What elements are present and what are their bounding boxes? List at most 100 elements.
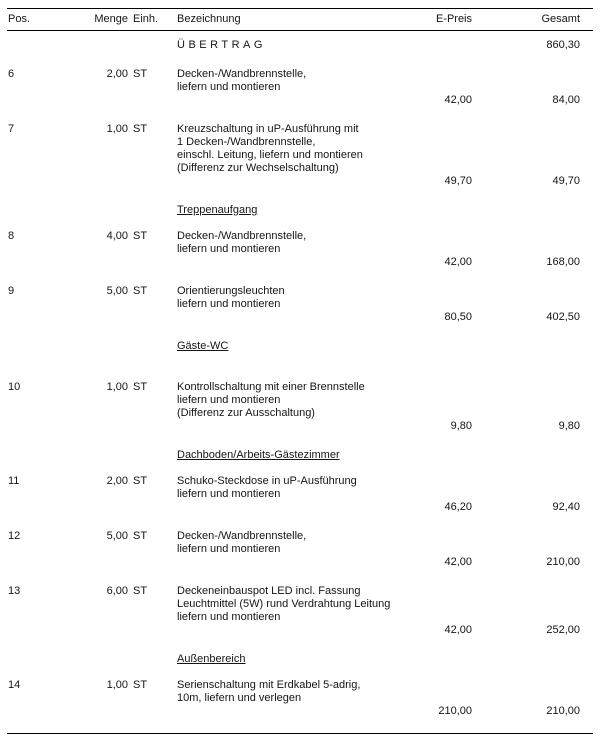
- item-main-line: 10 1,00 ST Kontrollschaltung mit einer Bren…: [0, 381, 602, 420]
- total-price-cell: 92,40: [552, 501, 580, 513]
- item-main-line: 6 2,00 ST Decken-/Wandbrennstelle, liefern u…: [0, 68, 602, 94]
- price-line: 42,00 252,00: [0, 624, 602, 637]
- description-line: Kontrollschaltung mit einer Brennstelle: [177, 381, 365, 393]
- description-line: 10m, liefern und verlegen: [177, 692, 302, 704]
- column-header-menge: Menge: [94, 13, 128, 25]
- description-cell: Schuko-Steckdose in uP-Ausführung liefern…: [177, 475, 580, 501]
- price-line: 42,00 84,00: [0, 94, 602, 107]
- price-line: 210,00 210,00: [0, 705, 602, 718]
- unit-price-cell: 80,50: [444, 311, 472, 323]
- unit-cell: ST: [133, 530, 148, 542]
- table-row: 7 1,00 ST Kreuzschaltung in uP-Ausführung m…: [0, 123, 602, 188]
- qty-cell: 1,00: [106, 679, 128, 691]
- unit-price-cell: 42,00: [444, 256, 472, 268]
- section-heading-row: Außenbereich: [0, 653, 602, 666]
- unit-cell: ST: [133, 475, 148, 487]
- item-main-line: 12 5,00 ST Decken-/Wandbrennstelle, liefern …: [0, 530, 602, 556]
- top-rule: [7, 8, 593, 9]
- section-heading: Gäste-WC: [177, 340, 229, 352]
- description-line: Orientierungsleuchten: [177, 285, 285, 297]
- section-heading: Treppenaufgang: [177, 204, 258, 216]
- unit-price-cell: 42,00: [444, 94, 472, 106]
- qty-cell: 5,00: [106, 530, 128, 542]
- carryover-label: ÜBERTRAG: [177, 39, 266, 51]
- qty-cell: 1,00: [106, 123, 128, 135]
- total-price-cell: 49,70: [552, 175, 580, 187]
- description-line: liefern und montieren: [177, 394, 281, 406]
- unit-price-cell: 42,00: [444, 624, 472, 636]
- pos-cell: 6: [8, 68, 15, 80]
- column-header-einh: Einh.: [133, 13, 159, 25]
- qty-cell: 4,00: [106, 230, 128, 242]
- unit-price-cell: 49,70: [444, 175, 472, 187]
- unit-cell: ST: [133, 230, 148, 242]
- table-row: 8 4,00 ST Decken-/Wandbrennstelle, liefern u…: [0, 230, 602, 269]
- column-header-epreis: E-Preis: [435, 13, 472, 25]
- description-cell: Kontrollschaltung mit einer Brennstelle l…: [177, 381, 580, 420]
- qty-cell: 2,00: [106, 68, 128, 80]
- description-cell: Decken-/Wandbrennstelle, liefern und mont…: [177, 230, 580, 256]
- pos-cell: 12: [8, 530, 21, 542]
- pos-cell: 14: [8, 679, 21, 691]
- total-price-cell: 252,00: [546, 624, 580, 636]
- description-cell: Kreuzschaltung in uP-Ausführung mit 1 Dec…: [177, 123, 580, 175]
- pos-cell: 8: [8, 230, 15, 242]
- description-line: Schuko-Steckdose in uP-Ausführung: [177, 475, 357, 487]
- carryover-row: ÜBERTRAG 860,30: [0, 39, 602, 52]
- table-row: 14 1,00 ST Serienschaltung mit Erdkabel 5-a…: [0, 679, 602, 718]
- unit-price-cell: 210,00: [438, 705, 472, 717]
- qty-cell: 1,00: [106, 381, 128, 393]
- qty-cell: 2,00: [106, 475, 128, 487]
- description-line: liefern und montieren: [177, 243, 281, 255]
- unit-cell: ST: [133, 381, 148, 393]
- item-main-line: 9 5,00 ST Orientierungsleuchten liefern und …: [0, 285, 602, 311]
- column-header-pos: Pos.: [8, 13, 31, 25]
- table-row: 9 5,00 ST Orientierungsleuchten liefern und …: [0, 285, 602, 324]
- description-line: Kreuzschaltung in uP-Ausführung mit: [177, 123, 359, 135]
- unit-price-cell: 46,20: [444, 501, 472, 513]
- section-heading-row: Gäste-WC: [0, 340, 602, 353]
- table-header-row: Pos. Menge Einh. Bezeichnung E-Preis Ges…: [0, 9, 602, 30]
- header-rule: [7, 30, 593, 31]
- pos-cell: 7: [8, 123, 15, 135]
- table-row: 6 2,00 ST Decken-/Wandbrennstelle, liefern u…: [0, 68, 602, 107]
- price-line: 9,80 9,80: [0, 420, 602, 433]
- description-line: liefern und montieren: [177, 81, 281, 93]
- qty-cell: 5,00: [106, 285, 128, 297]
- description-cell: Serienschaltung mit Erdkabel 5-adrig, 10m…: [177, 679, 580, 705]
- description-line: einschl. Leitung, liefern und montieren: [177, 149, 363, 161]
- description-line: Leuchtmittel (5W) rund Verdrahtung Leitu…: [177, 598, 391, 610]
- description-line: (Differenz zur Ausschaltung): [177, 407, 315, 419]
- price-line: 42,00 210,00: [0, 556, 602, 569]
- unit-cell: ST: [133, 68, 148, 80]
- total-price-cell: 9,80: [558, 420, 580, 432]
- price-line: 46,20 92,40: [0, 501, 602, 514]
- column-header-gesamt: Gesamt: [541, 13, 580, 25]
- description-line: liefern und montieren: [177, 543, 281, 555]
- unit-cell: ST: [133, 285, 148, 297]
- description-line: liefern und montieren: [177, 298, 281, 310]
- item-main-line: 8 4,00 ST Decken-/Wandbrennstelle, liefern u…: [0, 230, 602, 256]
- total-price-cell: 210,00: [546, 705, 580, 717]
- item-main-line: 7 1,00 ST Kreuzschaltung in uP-Ausführung m…: [0, 123, 602, 175]
- table-row: 10 1,00 ST Kontrollschaltung mit einer Bren…: [0, 381, 602, 433]
- column-header-bezeichnung: Bezeichnung: [177, 13, 241, 25]
- description-cell: Decken-/Wandbrennstelle, liefern und mont…: [177, 68, 580, 94]
- pos-cell: 10: [8, 381, 21, 393]
- section-heading-row: Dachboden/Arbeits-Gästezimmer: [0, 449, 602, 462]
- section-heading-row: Treppenaufgang: [0, 204, 602, 217]
- description-line: liefern und montieren: [177, 611, 281, 623]
- description-line: Decken-/Wandbrennstelle,: [177, 530, 307, 542]
- item-main-line: 11 2,00 ST Schuko-Steckdose in uP-Ausführun…: [0, 475, 602, 501]
- unit-cell: ST: [133, 679, 148, 691]
- total-price-cell: 210,00: [546, 556, 580, 568]
- qty-cell: 6,00: [106, 585, 128, 597]
- pos-cell: 11: [8, 475, 20, 487]
- price-line: 42,00 168,00: [0, 256, 602, 269]
- description-line: 1 Decken-/Wandbrennstelle,: [177, 136, 316, 148]
- description-line: liefern und montieren: [177, 488, 281, 500]
- description-line: Serienschaltung mit Erdkabel 5-adrig,: [177, 679, 361, 691]
- item-main-line: 14 1,00 ST Serienschaltung mit Erdkabel 5-a…: [0, 679, 602, 705]
- description-line: (Differenz zur Wechselschaltung): [177, 162, 339, 174]
- bottom-rule: [7, 733, 593, 734]
